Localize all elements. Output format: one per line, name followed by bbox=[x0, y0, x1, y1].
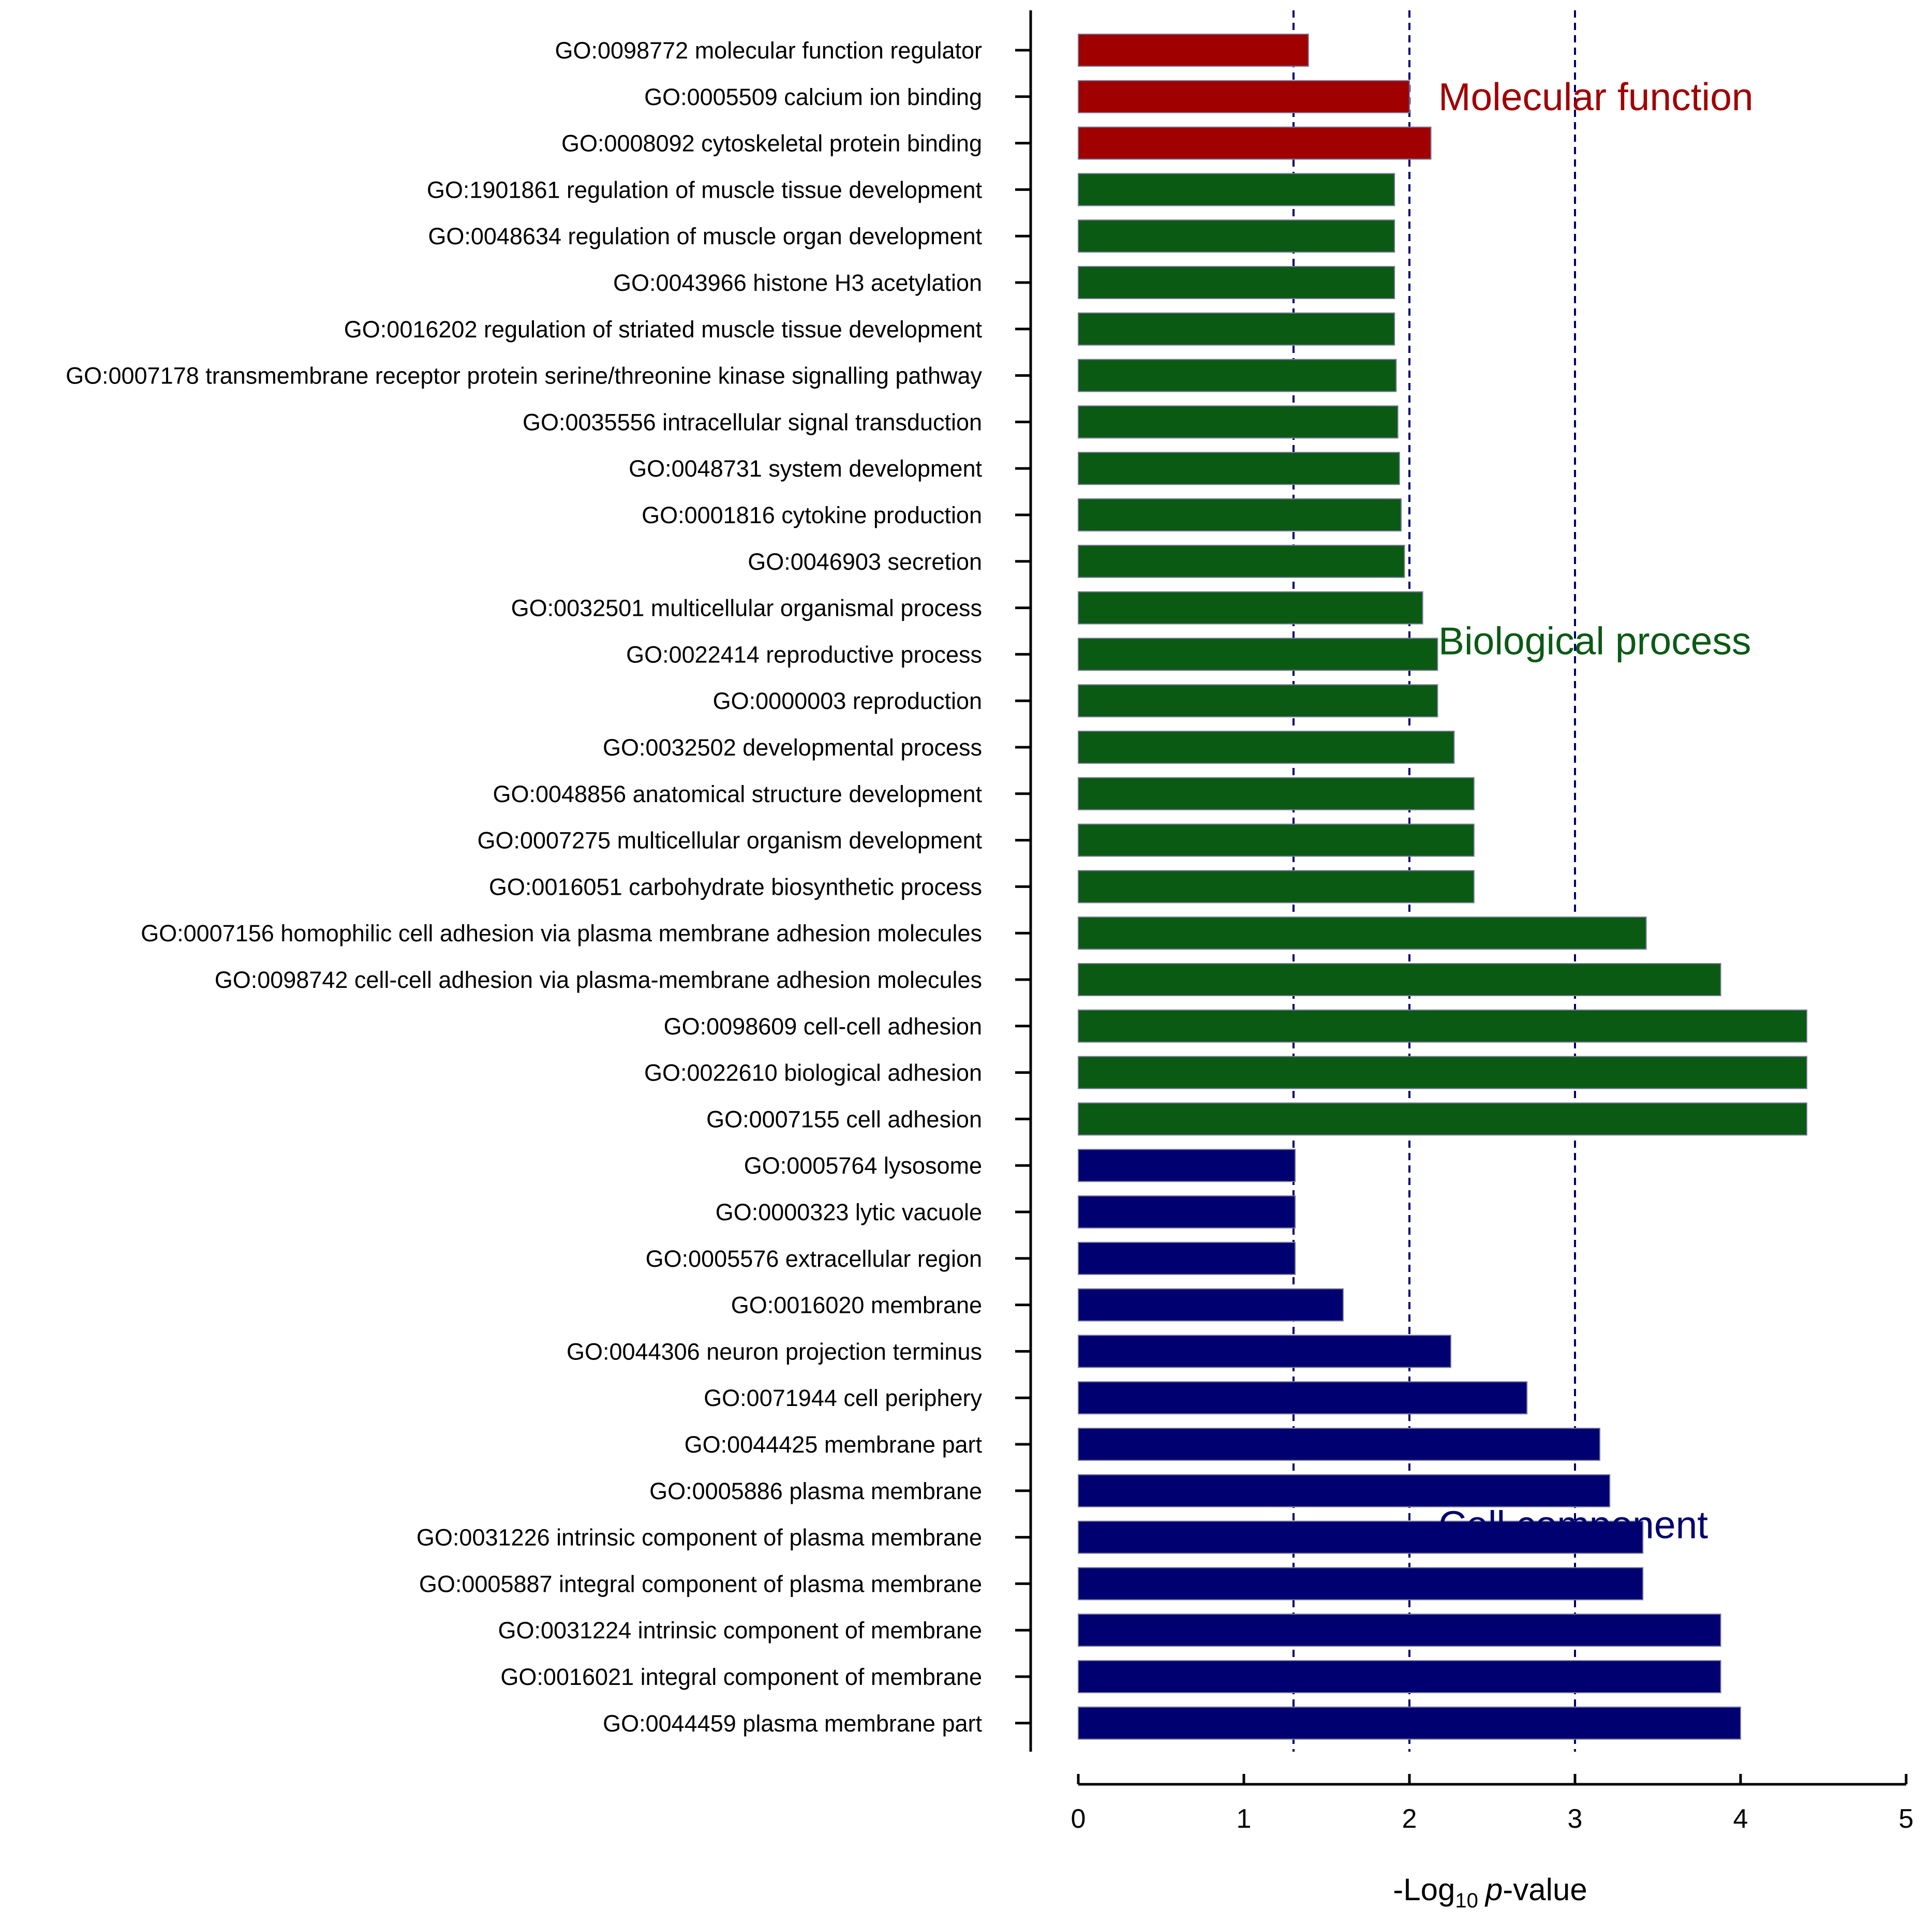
x-tick-label: 5 bbox=[1899, 1804, 1914, 1834]
bar-go-0071944 bbox=[1078, 1381, 1528, 1415]
bar-go-0098742 bbox=[1078, 963, 1721, 996]
category-label: GO:0001816 cytokine production bbox=[642, 502, 982, 528]
bar-go-0000003 bbox=[1078, 684, 1438, 718]
bar-go-0005576 bbox=[1078, 1241, 1296, 1275]
bar-go-0007156 bbox=[1078, 916, 1647, 950]
bar-go-0001816 bbox=[1078, 498, 1402, 531]
category-label: GO:0005509 calcium ion binding bbox=[644, 84, 982, 110]
x-axis-title-italic: p bbox=[1484, 1872, 1503, 1907]
category-label: GO:0044306 neuron projection terminus bbox=[567, 1338, 982, 1365]
bar-go-0043966 bbox=[1078, 266, 1395, 299]
bar-go-0098609 bbox=[1078, 1009, 1807, 1043]
category-label: GO:0048856 anatomical structure developm… bbox=[493, 781, 982, 807]
bar-go-0005764 bbox=[1078, 1149, 1296, 1182]
category-label: GO:0022610 biological adhesion bbox=[644, 1060, 982, 1086]
category-label: GO:0022414 reproductive process bbox=[626, 641, 982, 668]
category-label: GO:0044425 membrane part bbox=[685, 1431, 983, 1458]
bar-go-0046903 bbox=[1078, 544, 1405, 578]
category-label: GO:0005887 integral component of plasma … bbox=[419, 1571, 982, 1597]
x-tick-label: 1 bbox=[1237, 1804, 1252, 1834]
category-label: GO:0048731 system development bbox=[629, 455, 982, 482]
bar-go-0031224 bbox=[1078, 1614, 1721, 1647]
category-label: GO:0046903 secretion bbox=[748, 549, 982, 575]
category-label: GO:0000323 lytic vacuole bbox=[716, 1199, 982, 1225]
bar-go-0007155 bbox=[1078, 1102, 1807, 1136]
bar-go-0048856 bbox=[1078, 777, 1475, 810]
category-label: GO:0007275 multicellular organism develo… bbox=[477, 827, 982, 854]
category-label: GO:0007156 homophilic cell adhesion via … bbox=[141, 920, 982, 946]
category-label: GO:0000003 reproduction bbox=[713, 688, 982, 714]
category-labels: GO:0098772 molecular function regulator G… bbox=[66, 37, 983, 1737]
x-axis-title-suffix: -value bbox=[1503, 1872, 1587, 1907]
category-label: GO:0031226 intrinsic component of plasma… bbox=[417, 1525, 982, 1551]
category-label: GO:0007178 transmembrane receptor protei… bbox=[66, 363, 983, 389]
bar-go-0016020 bbox=[1078, 1288, 1344, 1322]
category-label: GO:0071944 cell periphery bbox=[704, 1385, 982, 1411]
bar-go-0031226 bbox=[1078, 1520, 1644, 1554]
category-label: GO:0044459 plasma membrane part bbox=[603, 1710, 982, 1737]
category-label: GO:0016202 regulation of striated muscle… bbox=[344, 316, 983, 343]
category-label: GO:0007155 cell adhesion bbox=[706, 1106, 982, 1132]
bar-go-0044459 bbox=[1078, 1706, 1741, 1740]
category-label: GO:0005764 lysosome bbox=[744, 1152, 982, 1179]
bar-go-0048731 bbox=[1078, 452, 1400, 485]
category-label: GO:1901861 regulation of muscle tissue d… bbox=[427, 176, 983, 203]
bar-go-1901861 bbox=[1078, 173, 1395, 206]
category-label: GO:0016021 integral component of membran… bbox=[500, 1664, 982, 1690]
category-label: GO:0016020 membrane bbox=[731, 1292, 982, 1319]
category-label: GO:0032501 multicellular organismal proc… bbox=[511, 595, 982, 621]
bar-go-0098772 bbox=[1078, 34, 1309, 67]
bar-go-0005887 bbox=[1078, 1567, 1644, 1601]
bars bbox=[1015, 34, 1807, 1740]
bar-go-0032501 bbox=[1078, 591, 1423, 625]
category-label: GO:0016051 carbohydrate biosynthetic pro… bbox=[489, 874, 982, 900]
bar-go-0016021 bbox=[1078, 1660, 1721, 1693]
x-ticks: 0 1 2 3 4 5 bbox=[1071, 1774, 1914, 1834]
x-tick-label: 2 bbox=[1402, 1804, 1417, 1834]
axes bbox=[1029, 10, 1906, 1786]
bar-go-0016051 bbox=[1078, 870, 1475, 904]
bar-go-0044306 bbox=[1078, 1335, 1451, 1368]
x-axis-title-prefix: -Log bbox=[1393, 1872, 1455, 1907]
category-label: GO:0043966 histone H3 acetylation bbox=[613, 270, 982, 296]
bar-go-0022414 bbox=[1078, 638, 1438, 671]
bar-go-0032502 bbox=[1078, 731, 1455, 764]
category-label: GO:0005576 extracellular region bbox=[646, 1246, 982, 1272]
bar-go-0007275 bbox=[1078, 823, 1475, 857]
category-label: GO:0098609 cell-cell adhesion bbox=[664, 1013, 982, 1040]
group-label-biological-process: Biological process bbox=[1438, 619, 1751, 662]
bar-go-0044425 bbox=[1078, 1428, 1600, 1461]
bar-go-0007178 bbox=[1078, 359, 1397, 392]
bar-go-0048634 bbox=[1078, 219, 1395, 253]
bar-go-0005509 bbox=[1078, 80, 1410, 113]
group-label-cell-component: Cell component bbox=[1438, 1503, 1708, 1547]
x-tick-label: 3 bbox=[1568, 1804, 1583, 1834]
category-label: GO:0098772 molecular function regulator bbox=[555, 37, 983, 64]
category-label: GO:0035556 intracellular signal transduc… bbox=[523, 409, 982, 435]
bar-go-0005886 bbox=[1078, 1474, 1611, 1507]
x-tick-label: 4 bbox=[1733, 1804, 1748, 1834]
x-tick-label: 0 bbox=[1071, 1804, 1086, 1834]
x-axis-title: -Log10 p-value bbox=[1393, 1872, 1587, 1912]
category-label: GO:0031224 intrinsic component of membra… bbox=[498, 1617, 982, 1644]
bar-go-0000323 bbox=[1078, 1195, 1296, 1229]
category-label: GO:0032502 developmental process bbox=[603, 734, 982, 761]
x-axis-title-subscript: 10 bbox=[1455, 1889, 1478, 1912]
bar-go-0016202 bbox=[1078, 312, 1395, 346]
bar-go-0035556 bbox=[1078, 405, 1399, 439]
category-label: GO:0098742 cell-cell adhesion via plasma… bbox=[215, 967, 982, 993]
group-label-molecular-function: Molecular function bbox=[1438, 75, 1753, 119]
category-label: GO:0008092 cytoskeletal protein binding bbox=[561, 130, 982, 157]
category-label: GO:0005886 plasma membrane bbox=[649, 1478, 982, 1504]
category-label: GO:0048634 regulation of muscle organ de… bbox=[428, 223, 982, 249]
bar-go-0022610 bbox=[1078, 1056, 1807, 1089]
group-labels: Molecular function Biological process Cell… bbox=[1438, 75, 1753, 1547]
bar-go-0008092 bbox=[1078, 126, 1432, 160]
